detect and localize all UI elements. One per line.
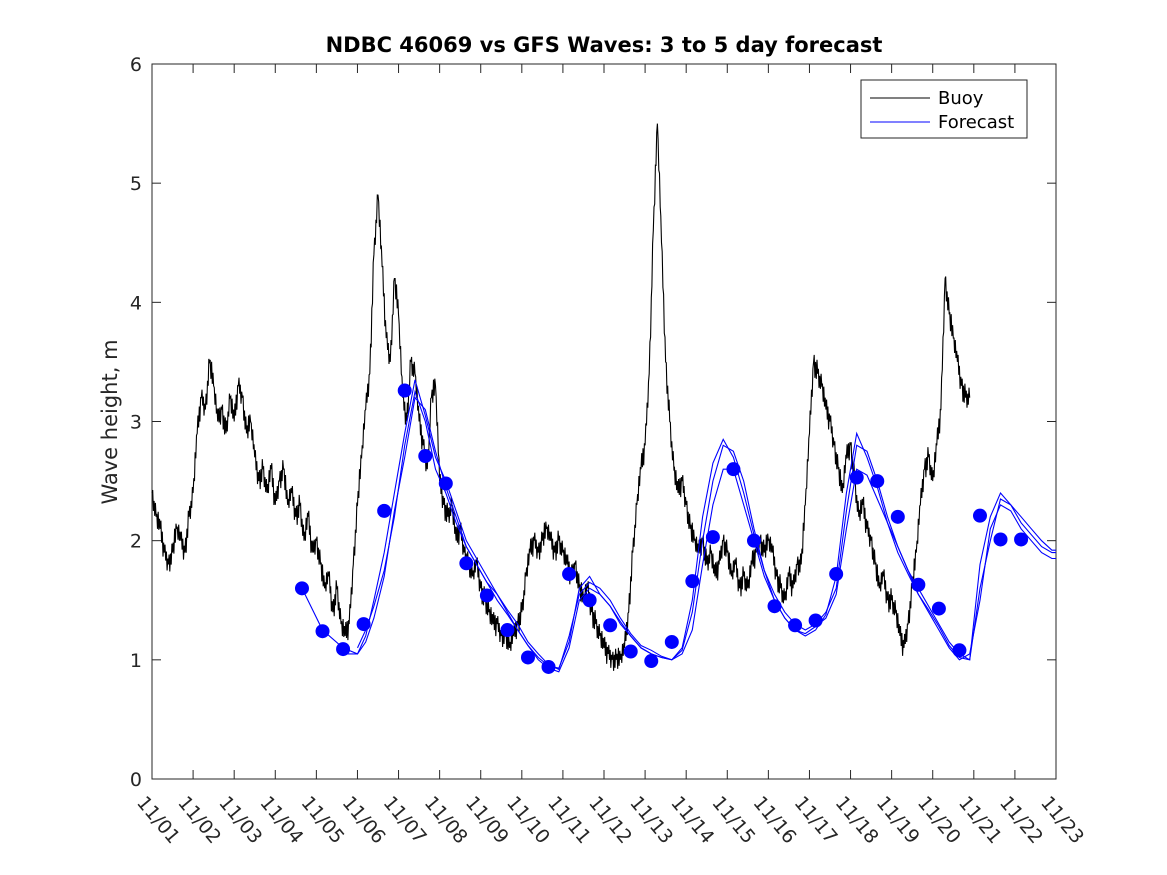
axes-box [151,63,1057,780]
forecast-marker [849,470,864,485]
forecast-marker [479,588,494,603]
forecast-marker [520,650,535,665]
legend-box [860,79,1028,139]
forecast-marker [972,508,987,523]
forecast-marker [705,530,720,545]
forecast-marker [397,383,412,398]
buoy-line [151,123,971,671]
forecast-marker [808,613,823,628]
forecast-marker [746,533,761,548]
forecast-marker [500,623,515,638]
forecast-marker [623,644,638,659]
forecast-marker [582,593,597,608]
forecast-marker [664,634,679,649]
forecast-line-2 [343,379,1056,671]
y-axis-label: Wave height, m [98,339,122,504]
plot-area: 012345611/0111/0211/0311/0411/0511/0611/… [130,54,1088,848]
forecast-marker [726,462,741,477]
forecast-marker [438,476,453,491]
forecast-marker [336,642,351,657]
y-tick-label: 5 [130,173,142,195]
y-tick-label: 4 [130,292,142,314]
forecast-marker [685,574,700,589]
y-tick-label: 0 [130,769,142,791]
forecast-marker [870,474,885,489]
legend-buoy-label: Buoy [938,88,984,109]
y-tick-label: 1 [130,650,142,672]
forecast-marker [377,503,392,518]
legend: Buoy Forecast [860,79,1028,139]
forecast-marker [315,624,330,639]
forecast-marker [603,618,618,633]
forecast-marker [418,449,433,464]
forecast-marker [562,567,577,582]
forecast-marker [356,617,371,632]
forecast-marker [541,659,556,674]
forecast-marker [952,643,967,658]
y-tick-label: 2 [130,531,142,553]
forecast-marker [911,577,926,592]
forecast-marker [788,618,803,633]
chart-title: NDBC 46069 vs GFS Waves: 3 to 5 day fore… [326,33,883,57]
forecast-marker [767,599,782,614]
forecast-marker [294,581,309,596]
y-tick-label: 6 [130,54,142,76]
forecast-marker [644,654,659,669]
y-tick-label: 3 [130,412,142,434]
forecast-marker [1014,532,1029,547]
forecast-marker [459,556,474,571]
forecast-marker [890,509,905,524]
marker-layer [294,383,1029,674]
forecast-marker [829,567,844,582]
forecast-marker [993,532,1008,547]
legend-forecast-label: Forecast [938,112,1014,133]
forecast-marker [931,601,946,616]
forecast-line-3 [356,389,1056,673]
